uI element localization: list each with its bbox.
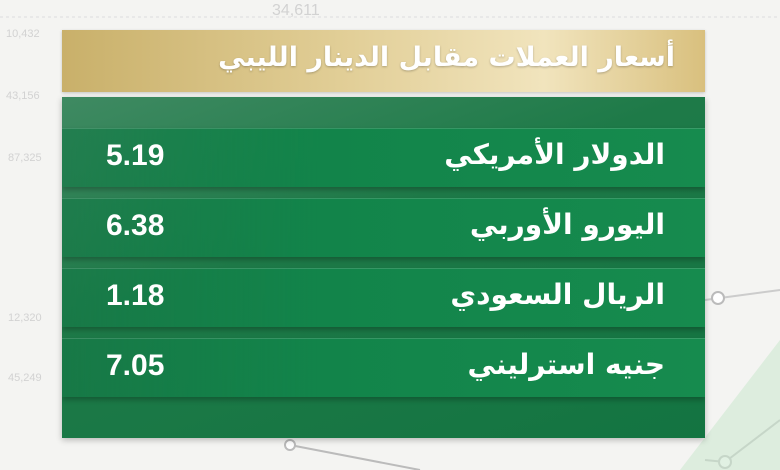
rates-panel: الدولار الأمريكي 5.19 اليورو الأوربي 6.3…: [62, 97, 705, 438]
rate-row: الريال السعودي 1.18: [62, 268, 705, 327]
background-number: 45,249: [8, 372, 42, 384]
currency-rate: 5.19: [106, 139, 165, 172]
currency-rate: 7.05: [106, 349, 165, 382]
title-banner: أسعار العملات مقابل الدينار الليبي: [62, 30, 705, 92]
currency-name: الدولار الأمريكي: [444, 138, 665, 171]
rate-row: اليورو الأوربي 6.38: [62, 198, 705, 257]
rate-row: جنيه استرليني 7.05: [62, 338, 705, 397]
currency-rate: 1.18: [106, 279, 165, 312]
background-number: 12,320: [8, 312, 42, 324]
page-title: أسعار العملات مقابل الدينار الليبي: [218, 42, 675, 73]
currency-name: الريال السعودي: [450, 278, 665, 311]
currency-rate: 6.38: [106, 209, 165, 242]
background-number: 87,325: [8, 152, 42, 164]
currency-name: جنيه استرليني: [467, 348, 665, 381]
background-number: 43,156: [6, 90, 40, 102]
rate-row: الدولار الأمريكي 5.19: [62, 128, 705, 187]
currency-name: اليورو الأوربي: [469, 208, 665, 241]
background-number: 10,432: [6, 28, 40, 40]
background-number: 34,611: [272, 2, 320, 19]
